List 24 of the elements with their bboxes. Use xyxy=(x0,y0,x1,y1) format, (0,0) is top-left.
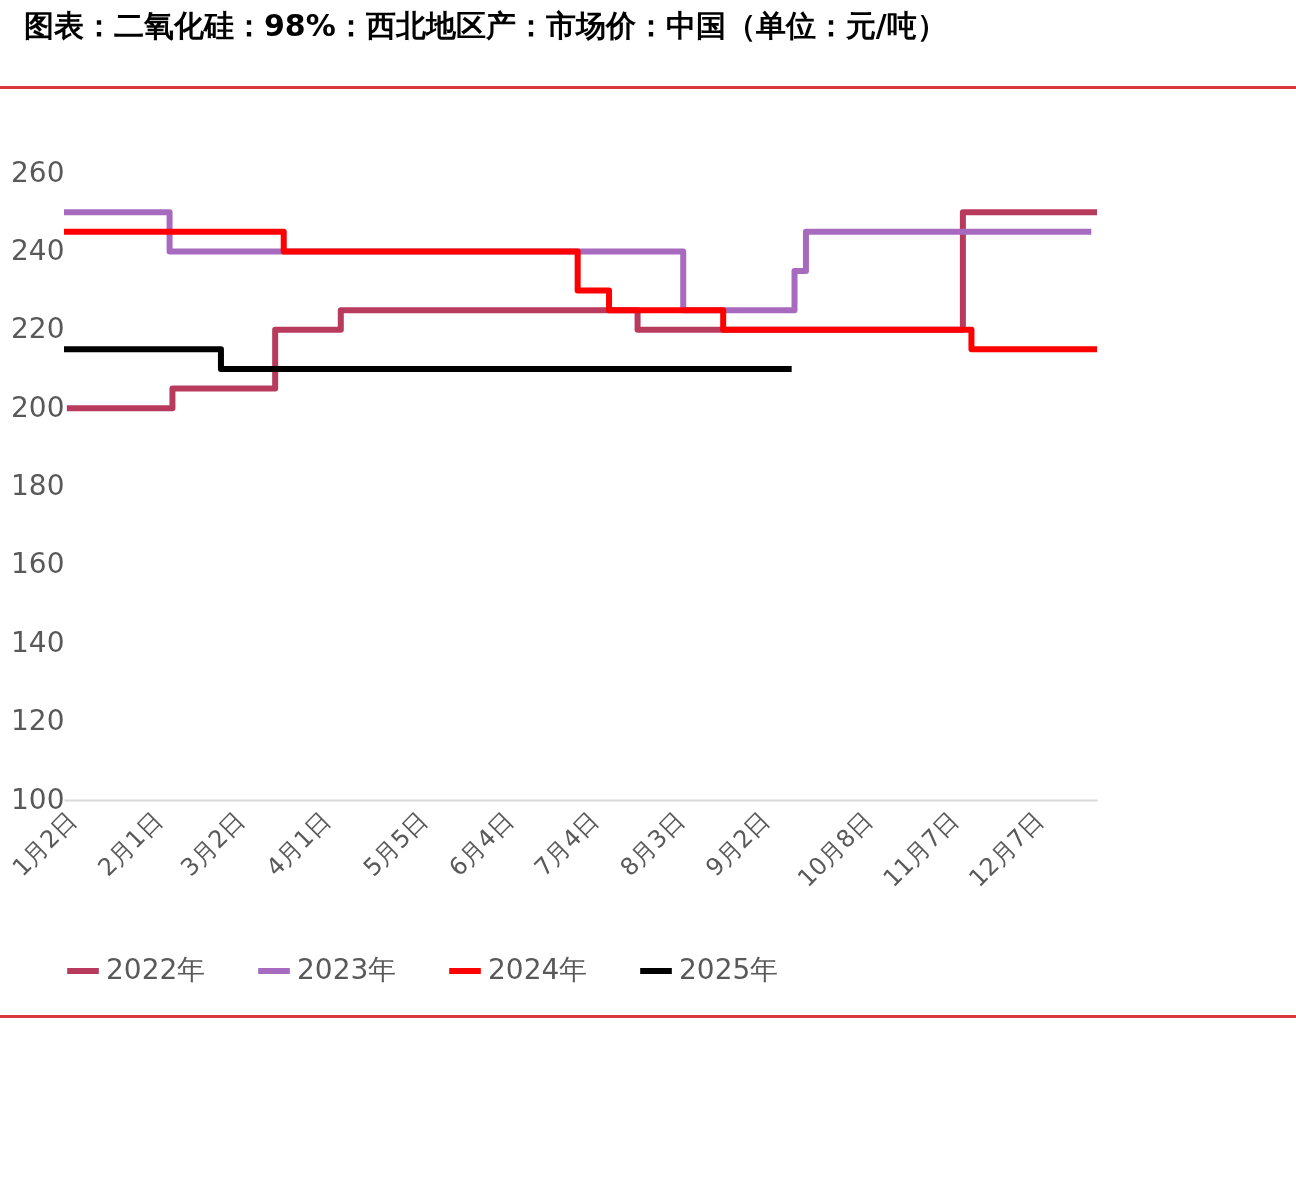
y-tick-label: 220 xyxy=(11,312,65,346)
y-tick-label: 120 xyxy=(11,704,65,738)
x-tick-label: 7月4日 xyxy=(529,806,605,882)
x-tick-label: 10月8日 xyxy=(792,806,879,893)
y-tick-label: 180 xyxy=(11,469,65,502)
x-tick-label: 8月3日 xyxy=(614,806,690,882)
y-tick-label: 260 xyxy=(11,155,65,189)
x-tick-label: 6月4日 xyxy=(443,806,519,882)
x-tick-label: 9月2日 xyxy=(700,806,776,882)
y-tick-label: 140 xyxy=(11,625,65,659)
x-tick-label: 12月7日 xyxy=(963,806,1050,893)
y-tick-label: 240 xyxy=(11,233,65,267)
y-tick-label: 200 xyxy=(11,390,65,424)
x-tick-label: 11月7日 xyxy=(877,806,964,893)
legend-label: 2023年 xyxy=(297,953,397,986)
x-tick-label: 3月2日 xyxy=(175,806,251,882)
chart-title: 图表：二氧化硅：98%：西北地区产：市场价：中国（单位：元/吨） xyxy=(23,7,948,45)
legend-label: 2024年 xyxy=(488,953,588,986)
x-tick-label: 4月1日 xyxy=(260,806,337,882)
legend-label: 2025年 xyxy=(679,953,779,986)
x-tick-label: 2月1日 xyxy=(92,806,168,882)
legend-label: 2022年 xyxy=(106,953,206,986)
y-tick-label: 160 xyxy=(11,547,65,581)
x-tick-label: 5月5日 xyxy=(357,806,434,882)
